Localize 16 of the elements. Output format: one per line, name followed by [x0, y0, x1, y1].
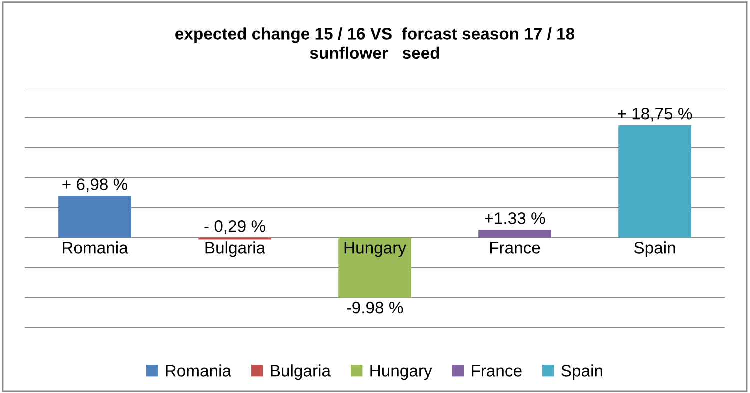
legend-label: Romania — [166, 364, 232, 377]
x-tick-label: Hungary — [344, 242, 406, 258]
data-label: -9.98 % — [347, 302, 404, 314]
data-label: +1.33 % — [485, 212, 546, 224]
x-tick-label: Romania — [63, 242, 128, 254]
x-tick-label: Bulgaria — [206, 242, 266, 258]
legend-label: Hungary — [370, 365, 432, 380]
chart-title: expected change 15 / 16 VS forcast season 17 / 18 sunflower seed — [176, 28, 575, 60]
data-label: + 18,75 % — [618, 108, 692, 122]
legend-label: Bulgaria — [271, 364, 332, 380]
legend-label: France — [472, 365, 522, 377]
data-label: - 0,29 % — [204, 220, 266, 234]
data-label: + 6,98 % — [62, 178, 128, 192]
x-tick-label: France — [490, 242, 540, 254]
legend-label: Spain — [562, 364, 602, 380]
x-tick-label: Spain — [634, 242, 676, 258]
